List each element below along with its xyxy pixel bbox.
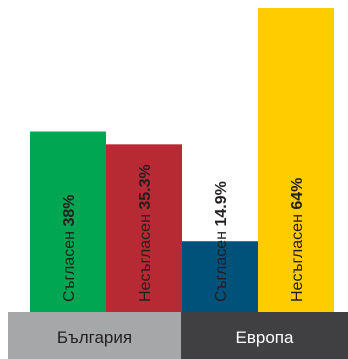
bars-layer: Съгласен 38% Несъгласен 35.3% Съгласен 14.… (30, 8, 334, 312)
bar-value-text: 64% (289, 178, 306, 210)
bar-category-text: Съгласен (213, 227, 230, 302)
group-strip-1 (181, 312, 348, 359)
bar-1-0 (182, 241, 258, 312)
bar-label-0-1: Несъгласен 35.3% (137, 164, 154, 302)
bar-label-1-0: Съгласен 14.9% (213, 181, 230, 302)
group-strip-0 (8, 312, 181, 359)
group-label-1: Европа (236, 328, 294, 347)
bar-1-1 (258, 8, 334, 312)
bar-value-text: 14.9% (213, 181, 230, 226)
bar-0-1 (106, 144, 182, 312)
bar-label-0-0: Съгласен 38% (61, 195, 78, 302)
bar-0-0 (30, 131, 106, 312)
bar-value-text: 38% (61, 195, 78, 227)
bar-category-text: Несъгласен (137, 210, 154, 302)
group-label-0: България (57, 328, 132, 347)
bar-category-text: Съгласен (61, 227, 78, 302)
group-axis: България Европа (8, 312, 348, 359)
bar-label-1-1: Несъгласен 64% (289, 178, 306, 302)
bar-category-text: Несъгласен (289, 210, 306, 302)
bar-value-text: 35.3% (137, 164, 154, 209)
